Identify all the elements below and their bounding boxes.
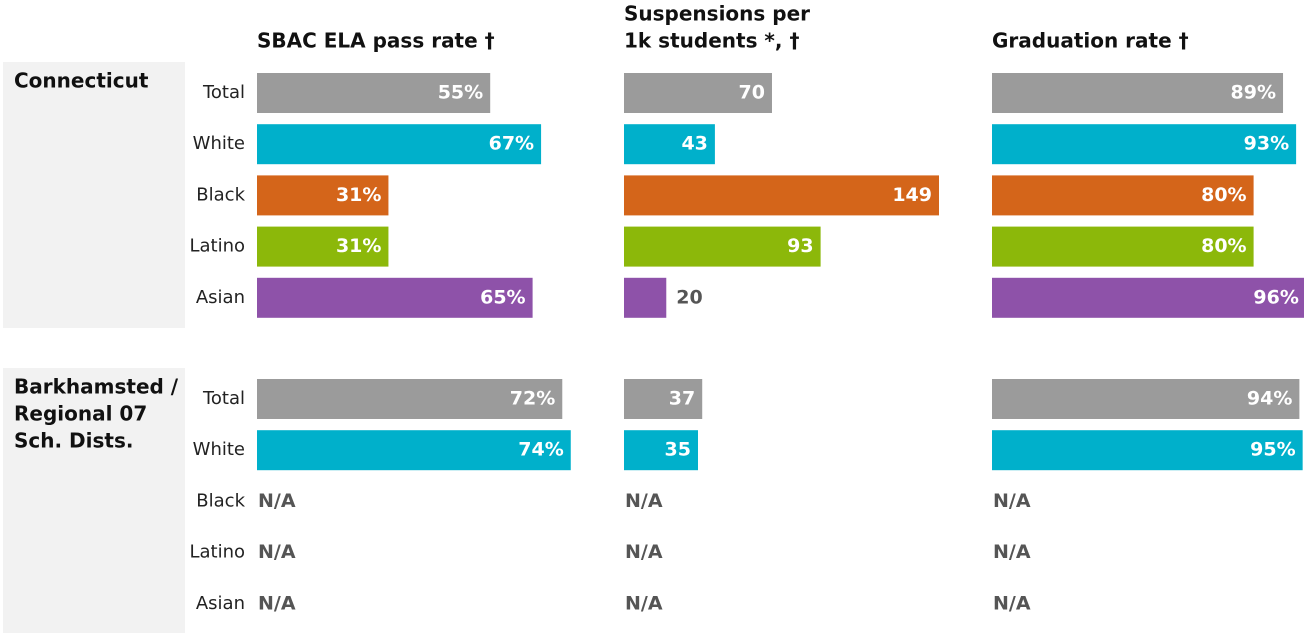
value-label: N/A bbox=[993, 541, 1031, 563]
value-label: 65% bbox=[480, 286, 525, 308]
value-label: N/A bbox=[258, 490, 296, 512]
row-label: White bbox=[193, 133, 245, 154]
value-label: 89% bbox=[1231, 82, 1276, 104]
group-panel bbox=[3, 368, 185, 633]
bar bbox=[257, 379, 563, 419]
value-label: 70 bbox=[739, 82, 765, 104]
bar bbox=[624, 73, 772, 113]
bar bbox=[624, 379, 703, 419]
bar bbox=[992, 124, 1297, 165]
column-title: Graduation rate † bbox=[992, 29, 1189, 53]
value-label: N/A bbox=[625, 541, 663, 563]
value-label: N/A bbox=[993, 490, 1031, 512]
value-label: 20 bbox=[676, 286, 702, 308]
row-label: Total bbox=[202, 388, 245, 409]
value-label: 72% bbox=[510, 388, 555, 410]
value-label: 80% bbox=[1201, 184, 1246, 206]
value-label: 37 bbox=[669, 388, 695, 410]
value-label: 55% bbox=[438, 82, 483, 104]
bar bbox=[992, 175, 1254, 216]
value-label: N/A bbox=[625, 592, 663, 614]
bar bbox=[257, 430, 571, 471]
column-title: SBAC ELA pass rate † bbox=[257, 29, 495, 53]
row-label: Total bbox=[202, 82, 245, 103]
bar bbox=[257, 226, 389, 267]
value-label: 31% bbox=[336, 184, 381, 206]
row-label: Asian bbox=[196, 593, 245, 614]
bar bbox=[992, 277, 1304, 318]
bar bbox=[257, 175, 389, 216]
value-label: 31% bbox=[336, 235, 381, 257]
column-title: 1k students *, † bbox=[624, 29, 799, 53]
value-label: 93 bbox=[787, 235, 813, 257]
value-label: N/A bbox=[258, 592, 296, 614]
bar bbox=[257, 73, 491, 113]
column-title: Suspensions per bbox=[624, 2, 810, 26]
value-label: 96% bbox=[1253, 286, 1298, 308]
group-name: Sch. Dists. bbox=[14, 429, 133, 453]
bar bbox=[624, 277, 667, 318]
value-label: 80% bbox=[1201, 235, 1246, 257]
bar bbox=[992, 226, 1254, 267]
value-label: 95% bbox=[1250, 439, 1295, 461]
bar bbox=[992, 73, 1284, 113]
row-label: Latino bbox=[189, 236, 245, 257]
value-label: N/A bbox=[993, 592, 1031, 614]
row-label: Black bbox=[196, 184, 245, 205]
group-name: Barkhamsted / bbox=[14, 375, 179, 399]
row-label: Black bbox=[196, 490, 245, 511]
value-label: 35 bbox=[665, 439, 691, 461]
value-label: 67% bbox=[489, 133, 534, 155]
value-label: 43 bbox=[681, 133, 707, 155]
value-label: 74% bbox=[518, 439, 563, 461]
value-label: 149 bbox=[892, 184, 932, 206]
value-label: N/A bbox=[625, 490, 663, 512]
row-label: Latino bbox=[189, 542, 245, 563]
row-label: White bbox=[193, 439, 245, 460]
bar bbox=[257, 277, 533, 318]
value-label: N/A bbox=[258, 541, 296, 563]
bar bbox=[624, 175, 939, 216]
bar bbox=[992, 430, 1303, 471]
bar bbox=[624, 124, 715, 165]
group-panel bbox=[3, 62, 185, 328]
bar bbox=[624, 430, 698, 471]
bar bbox=[992, 379, 1300, 419]
bar bbox=[257, 124, 542, 165]
group-name: Regional 07 bbox=[14, 402, 147, 426]
value-label: 94% bbox=[1247, 388, 1292, 410]
bar bbox=[624, 226, 821, 267]
group-name: Connecticut bbox=[14, 69, 149, 93]
row-label: Asian bbox=[196, 287, 245, 308]
value-label: 93% bbox=[1244, 133, 1289, 155]
